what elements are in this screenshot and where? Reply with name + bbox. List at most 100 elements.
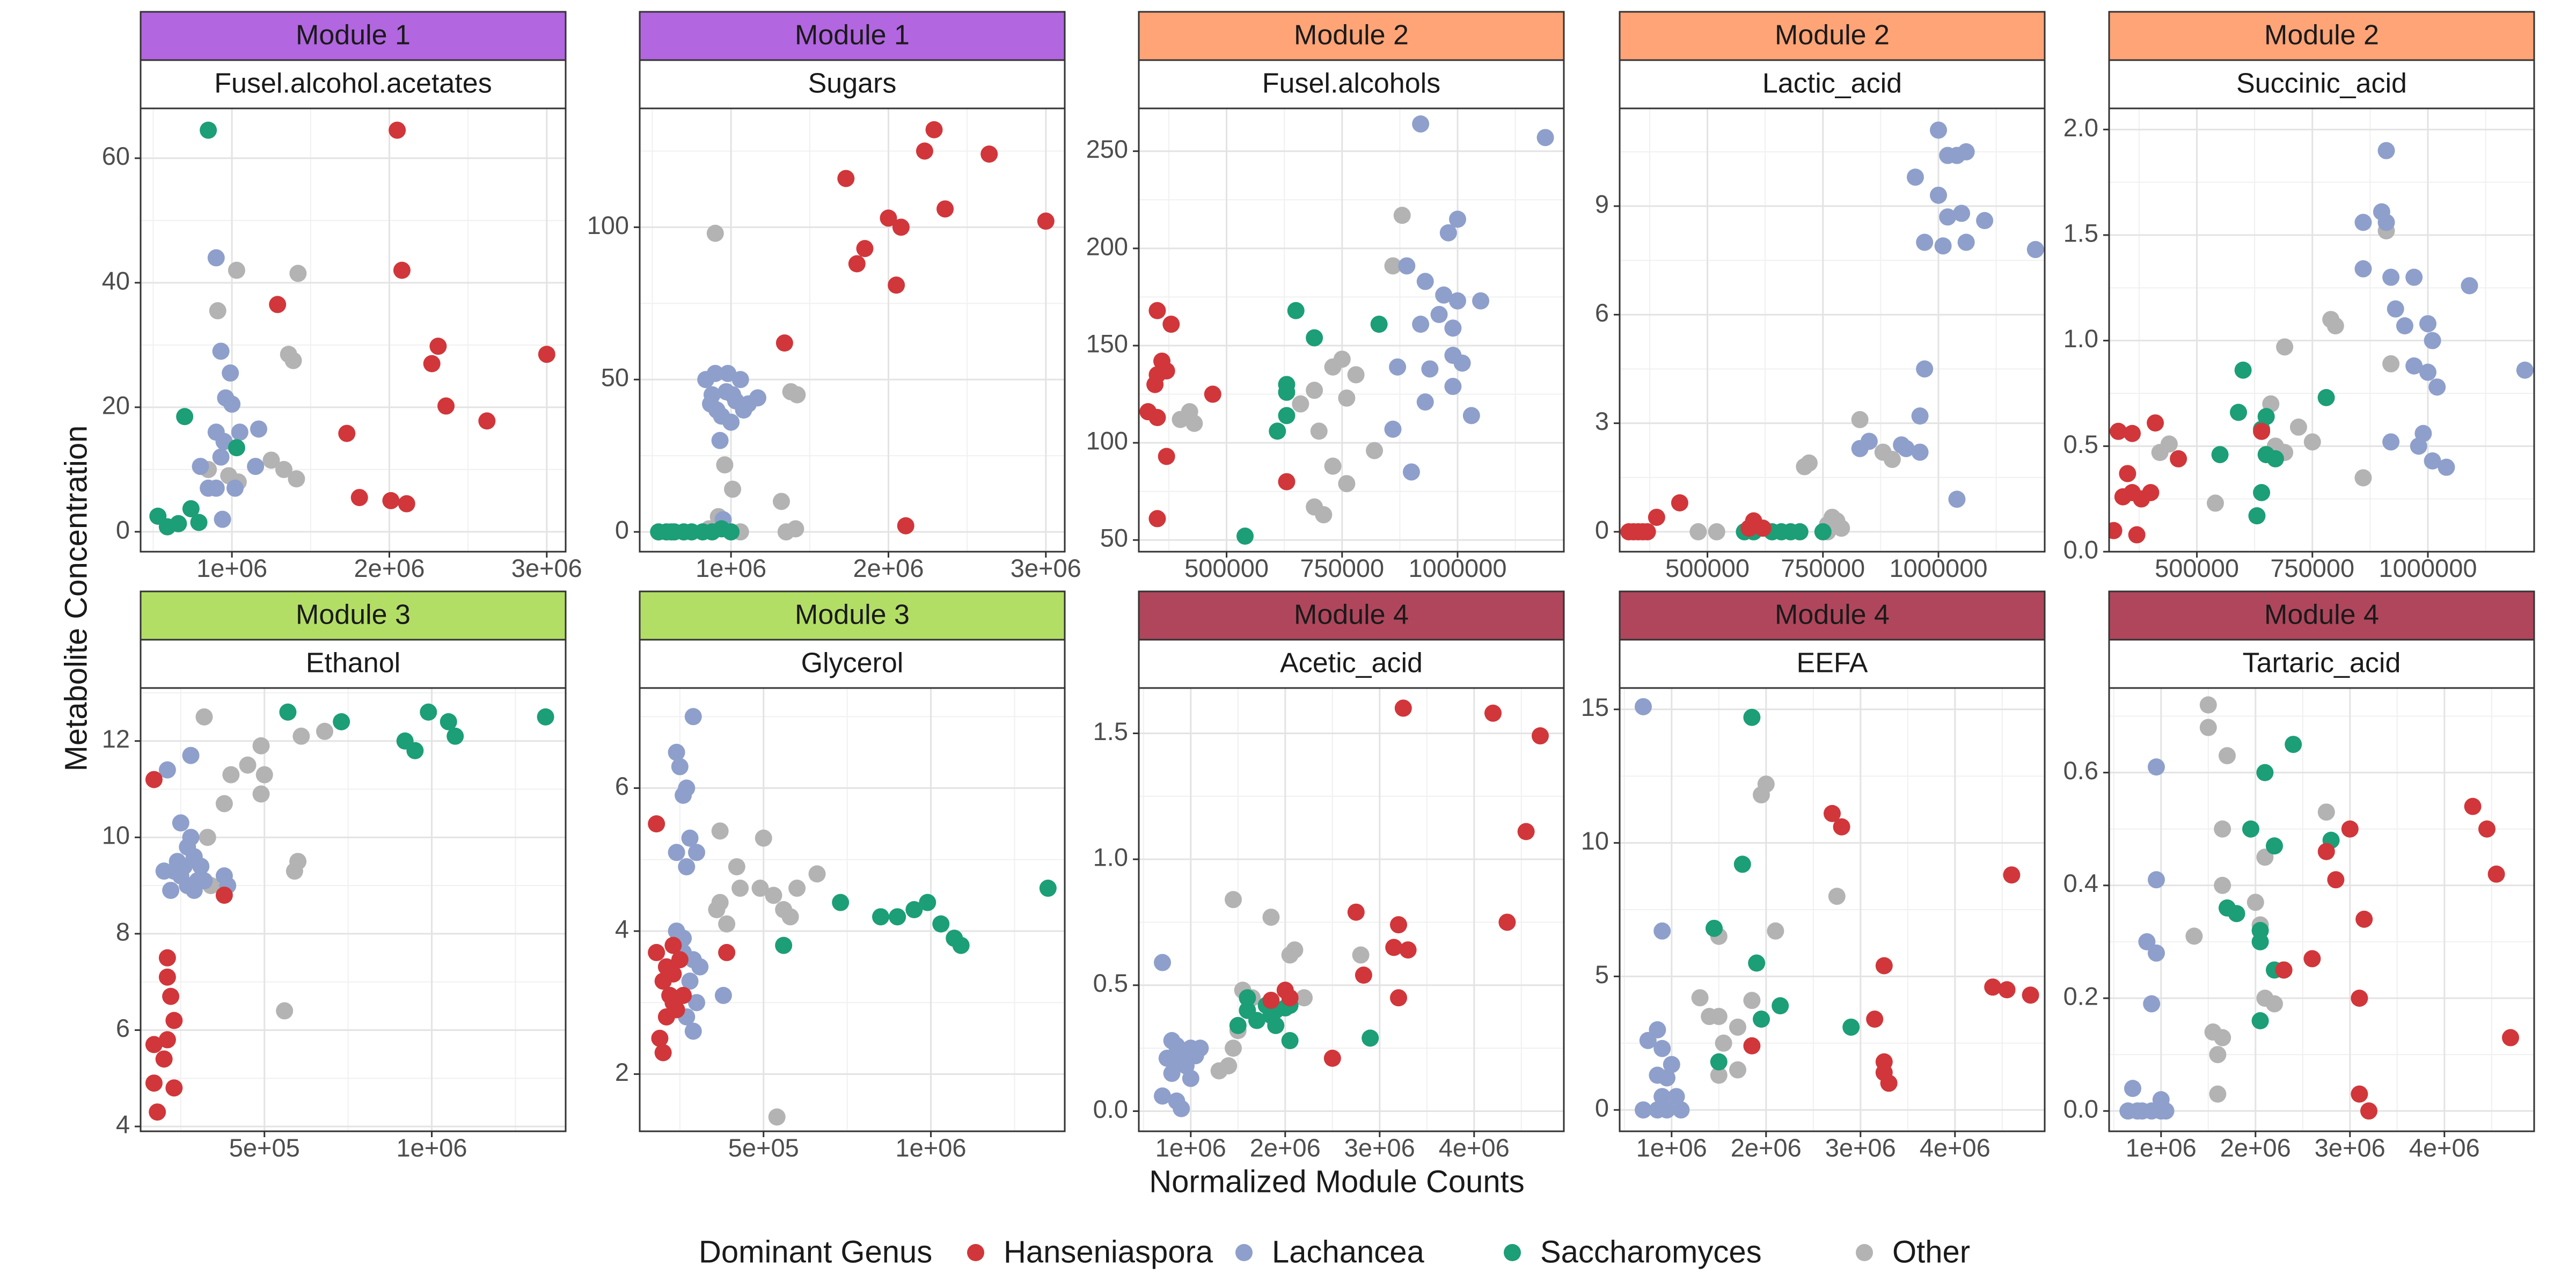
point-lachancea [2419, 315, 2436, 333]
point-hanseniaspora [1148, 510, 1166, 528]
point-hanseniaspora [1498, 913, 1516, 931]
panel-fusel-alcohol-acetates: Module 1 Fusel.alcohol.acetates 1e+06 2e+06… [102, 11, 582, 582]
point-lachancea [2424, 332, 2441, 349]
x-tick-label: 3e+06 [511, 554, 582, 582]
point-lachancea [226, 479, 244, 497]
legend-title: Dominant Genus [699, 1234, 932, 1269]
point-hanseniaspora [2119, 465, 2136, 482]
variable-strip [2108, 639, 2535, 689]
point-hanseniaspora [162, 987, 180, 1005]
point-other [288, 470, 305, 488]
y-tick-label: 0 [116, 515, 130, 544]
point-other [209, 302, 226, 320]
variable-strip-label: Tartaric_acid [2243, 648, 2401, 679]
point-saccharomyces [905, 901, 923, 918]
point-lachancea [1916, 233, 1934, 251]
point-lachancea [1930, 186, 1947, 204]
panel-border [1138, 107, 1565, 553]
point-other [1729, 1061, 1746, 1079]
point-hanseniaspora [2110, 422, 2127, 440]
point-lachancea [250, 420, 267, 438]
y-tick-label: 8 [116, 917, 130, 946]
point-hanseniaspora [1390, 989, 1407, 1007]
y-tick-label: 50 [601, 363, 629, 392]
point-lachancea [222, 364, 239, 382]
point-other [718, 915, 736, 933]
y-tick-label: 0 [615, 516, 629, 544]
point-lachancea [1449, 210, 1466, 228]
point-lachancea [231, 423, 248, 441]
point-lachancea [212, 448, 230, 466]
y-tick-label: 4 [116, 1110, 130, 1138]
point-other [1828, 888, 1846, 905]
y-tick-label: 1.0 [1093, 843, 1128, 872]
x-tick-label: 3e+06 [1825, 1133, 1896, 1162]
x-tick-label: 500000 [2155, 554, 2239, 582]
module-strip-label: Module 2 [2264, 20, 2379, 51]
y-tick-label: 6 [1595, 298, 1609, 327]
point-lachancea [1158, 1049, 1176, 1067]
point-lachancea [1163, 1065, 1181, 1082]
panel-border [639, 107, 1066, 553]
point-other [787, 520, 804, 538]
point-hanseniaspora [1158, 448, 1175, 465]
point-other [2207, 494, 2224, 512]
y-tick-label: 6 [615, 772, 629, 800]
point-hanseniaspora [2003, 866, 2021, 884]
y-tick-label: 5 [1595, 960, 1609, 989]
point-other [255, 766, 273, 784]
point-saccharomyces [1710, 1053, 1728, 1071]
legend-label: Hanseniaspora [1004, 1234, 1213, 1269]
point-other [239, 756, 257, 774]
point-lachancea [169, 853, 186, 870]
point-lachancea [688, 994, 706, 1012]
point-hanseniaspora [165, 1079, 183, 1097]
point-saccharomyces [1278, 407, 1296, 425]
point-other [1710, 1008, 1728, 1026]
point-other [2214, 876, 2231, 894]
point-lachancea [714, 986, 732, 1004]
x-tick-label: 500000 [1665, 554, 1750, 582]
point-lachancea [162, 882, 180, 899]
point-hanseniaspora [2303, 950, 2321, 968]
point-lachancea [1939, 208, 1957, 226]
point-lachancea [2419, 363, 2436, 381]
point-saccharomyces [713, 520, 730, 538]
point-other [2219, 747, 2236, 765]
point-hanseniaspora [158, 968, 176, 986]
point-saccharomyces [2248, 507, 2266, 525]
variable-strip [140, 59, 567, 109]
plot-area [640, 688, 1065, 1131]
point-saccharomyces [919, 894, 936, 911]
point-other [1689, 523, 1707, 540]
points [650, 121, 1055, 541]
point-other [1296, 989, 1313, 1007]
x-tick-label: 4e+06 [2409, 1133, 2480, 1162]
point-saccharomyces [1362, 1029, 1379, 1047]
points [2119, 696, 2519, 1120]
point-saccharomyces [1370, 316, 1388, 333]
y-tick-label: 2.0 [2063, 113, 2098, 142]
module-strip-label: Module 4 [1294, 599, 1409, 631]
point-lachancea [1658, 1101, 1675, 1119]
point-saccharomyces [2228, 905, 2245, 923]
module-strip-label: Module 2 [1294, 20, 1409, 51]
module-strip [1619, 11, 2046, 61]
module-strip [140, 11, 567, 61]
point-other [284, 352, 302, 369]
point-hanseniaspora [338, 425, 356, 442]
point-saccharomyces [2251, 933, 2269, 950]
point-lachancea [1663, 1056, 1680, 1073]
point-hanseniaspora [1532, 727, 1549, 745]
point-hanseniaspora [2142, 484, 2160, 501]
point-saccharomyces [775, 936, 793, 954]
point-lachancea [1639, 1031, 1657, 1049]
point-lachancea [192, 858, 210, 875]
x-tick-label: 1e+06 [696, 554, 766, 582]
point-other [1225, 891, 1242, 909]
point-hanseniaspora [1394, 699, 1412, 717]
point-lachancea [214, 510, 231, 528]
point-lachancea [2124, 1080, 2141, 1097]
point-lachancea [1635, 698, 1652, 715]
point-hanseniaspora [664, 936, 682, 954]
